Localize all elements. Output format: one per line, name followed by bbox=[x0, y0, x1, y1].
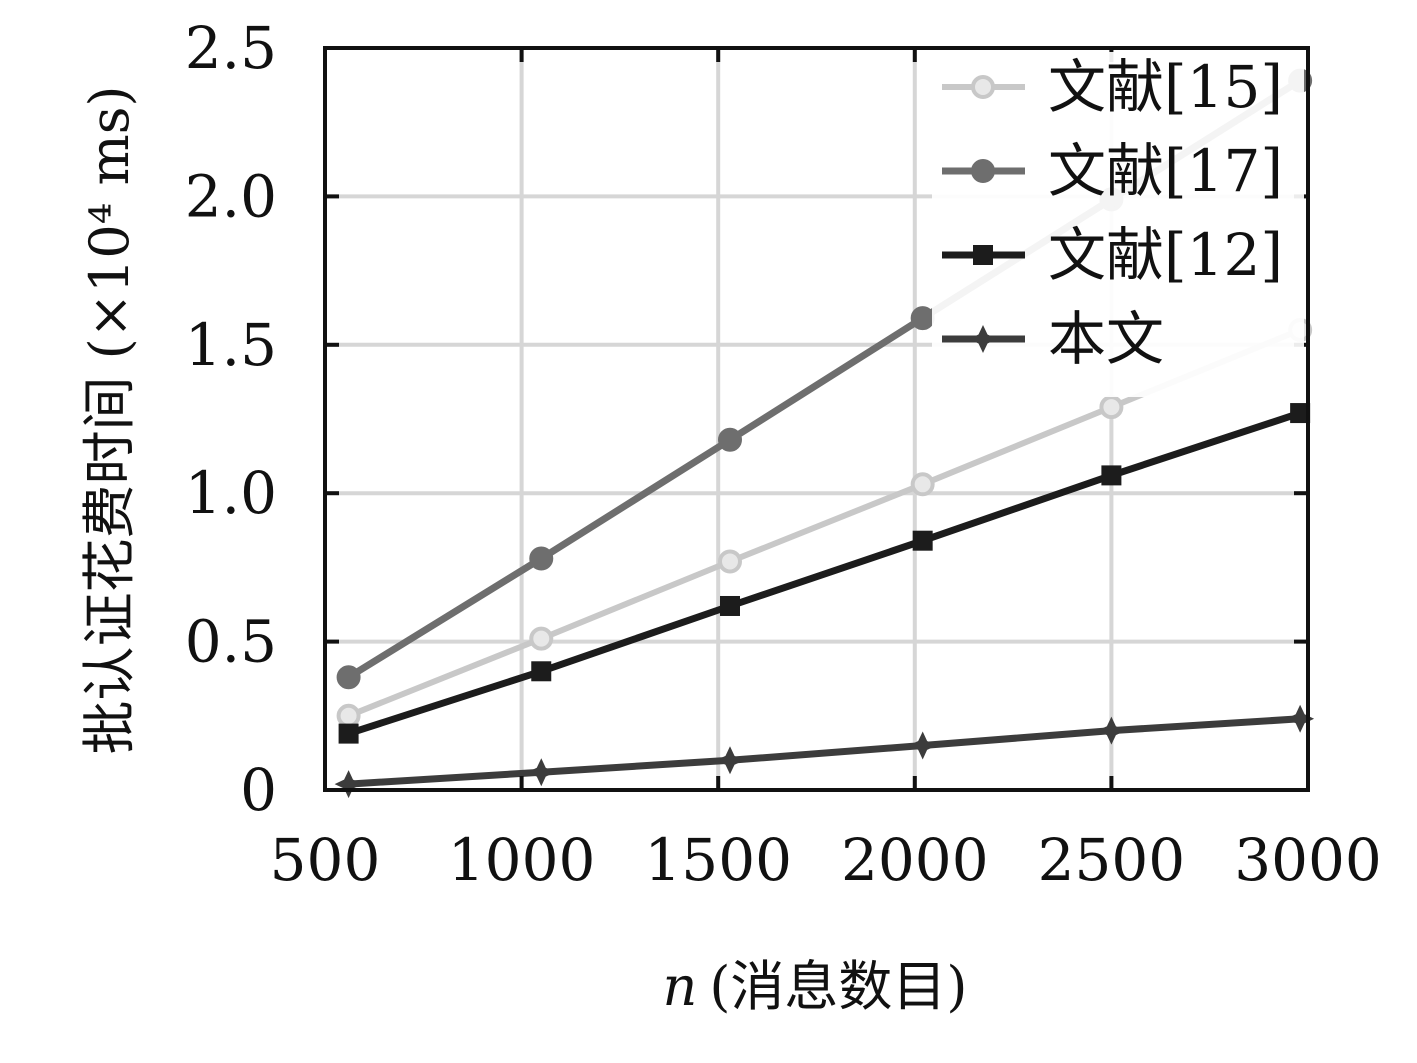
data-point bbox=[529, 546, 554, 571]
data-point bbox=[910, 472, 935, 497]
data-point bbox=[719, 595, 740, 616]
data-point bbox=[1286, 704, 1315, 733]
plot-frame bbox=[323, 46, 1310, 792]
data-point bbox=[334, 770, 363, 799]
data-point bbox=[1101, 465, 1122, 486]
series-line bbox=[348, 715, 1301, 788]
series-3 bbox=[334, 704, 1315, 799]
legend-swatch-marker bbox=[971, 75, 995, 99]
legend-swatch-marker bbox=[969, 325, 997, 353]
legend-label: 文献[15] bbox=[1048, 53, 1283, 121]
series-line bbox=[347, 409, 1302, 737]
legend-swatch-marker bbox=[971, 159, 995, 183]
legend-label: 文献[17] bbox=[1048, 137, 1283, 205]
x-tick-label: 2500 bbox=[1038, 826, 1186, 894]
series-2 bbox=[338, 403, 1311, 744]
y-tick-label: 1.0 bbox=[185, 459, 277, 527]
data-point bbox=[531, 661, 552, 682]
data-point bbox=[1097, 716, 1126, 745]
data-point bbox=[338, 723, 359, 744]
data-point bbox=[910, 306, 935, 331]
x-axis-title: n (消息数目) bbox=[663, 955, 968, 1018]
data-point bbox=[912, 530, 933, 551]
data-point bbox=[908, 731, 937, 760]
y-tick-label: 0.5 bbox=[185, 608, 277, 676]
legend-label: 文献[12] bbox=[1048, 221, 1283, 289]
data-point bbox=[716, 746, 744, 775]
legend-label: 本文 bbox=[1048, 305, 1164, 373]
y-tick-label: 2.0 bbox=[185, 162, 277, 230]
x-axis-title-variable: n bbox=[663, 955, 698, 1018]
y-tick-label: 2.5 bbox=[185, 14, 277, 82]
data-point bbox=[336, 665, 361, 690]
x-axis-title-unit: (消息数目) bbox=[709, 955, 967, 1018]
x-tick-label: 1500 bbox=[644, 826, 792, 894]
x-tick-label: 1000 bbox=[448, 826, 596, 894]
data-point bbox=[717, 549, 742, 574]
data-point bbox=[529, 626, 554, 651]
data-point bbox=[1099, 395, 1124, 420]
axis-ticks: 500 1000 1500 2000 2500 3000 0 0.5 1.0 1.5 2.0 2.5 bbox=[185, 14, 1382, 894]
y-tick-label: 1.5 bbox=[185, 311, 277, 379]
x-tick-label: 3000 bbox=[1234, 826, 1382, 894]
x-tick-label: 2000 bbox=[841, 826, 989, 894]
y-tick-label: 0 bbox=[240, 756, 277, 824]
x-tick-label: 500 bbox=[270, 826, 381, 894]
data-point bbox=[717, 427, 742, 452]
data-point bbox=[336, 703, 361, 728]
data-point bbox=[527, 758, 556, 787]
legend: 文献[15] 文献[17] 文献[12] 本文 bbox=[932, 52, 1304, 397]
y-axis-title: 批认证花费时间 (×10⁴ ms) bbox=[78, 86, 141, 755]
legend-swatch-marker bbox=[973, 245, 993, 265]
data-point bbox=[1290, 403, 1311, 424]
